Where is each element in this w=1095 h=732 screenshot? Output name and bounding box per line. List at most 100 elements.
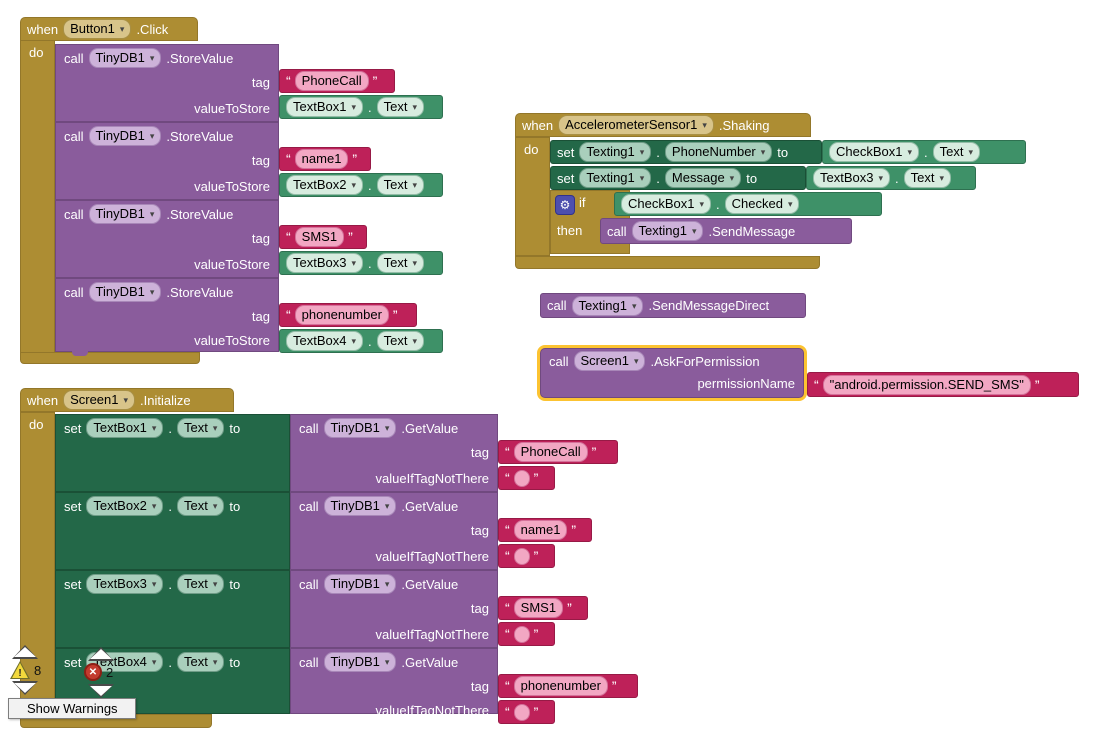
property-dropdown[interactable]: Checked ▾ <box>724 194 800 214</box>
tinydb-dropdown[interactable]: TinyDB1 ▾ <box>88 126 162 146</box>
text-block[interactable]: “"android.permission.SEND_SMS"” <box>807 372 1079 397</box>
component-getter-block[interactable]: TextBox3 ▾. Text ▾ <box>279 251 443 275</box>
event-label: .Shaking <box>718 117 770 133</box>
component-dropdown[interactable]: TextBox4 ▾ <box>286 331 364 351</box>
set-property-block[interactable]: set TextBox2 ▾ . Text ▾ to <box>55 492 290 570</box>
call-sendmessage-block[interactable]: call Texting1 ▾ .SendMessage <box>600 218 852 244</box>
property-dropdown[interactable]: Text ▾ <box>376 331 425 351</box>
component-dropdown[interactable]: TextBox2 ▾ <box>286 175 364 195</box>
component-dropdown[interactable]: CheckBox1 ▾ <box>621 194 712 214</box>
component-dropdown[interactable]: Texting1 ▾ <box>571 295 644 316</box>
when-button1-click-do-column[interactable]: do <box>20 40 55 353</box>
tinydb-dropdown[interactable]: TinyDB1 ▾ <box>323 496 397 516</box>
when-screen1-initialize-do-column[interactable]: do <box>20 412 55 716</box>
empty-text-block[interactable]: “” <box>498 622 555 646</box>
call-tinydb-getvalue-block[interactable]: call TinyDB1 ▾ .GetValue tag valueIfTagNo… <box>290 570 498 648</box>
call-tinydb-getvalue-block[interactable]: call TinyDB1 ▾ .GetValue tag valueIfTagNo… <box>290 648 498 718</box>
text-block[interactable]: “SMS1” <box>279 225 367 249</box>
text-value-pill[interactable]: name1 <box>513 520 568 540</box>
component-dropdown[interactable]: AccelerometerSensor1 ▾ <box>558 115 714 135</box>
text-block[interactable]: “phonenumber” <box>498 674 638 698</box>
text-value-pill[interactable]: SMS1 <box>294 227 345 247</box>
component-dropdown[interactable]: CheckBox1 ▾ <box>829 142 920 162</box>
set-property-block[interactable]: set TextBox4 ▾ . Text ▾ to <box>55 648 290 714</box>
condition-getter-block[interactable]: CheckBox1 ▾. Checked ▾ <box>614 192 882 216</box>
property-dropdown[interactable]: Text ▾ <box>176 418 225 438</box>
component-dropdown[interactable]: TextBox3 ▾ <box>813 168 891 188</box>
text-value-pill[interactable]: PhoneCall <box>513 442 588 462</box>
tinydb-dropdown[interactable]: TinyDB1 ▾ <box>323 652 397 672</box>
show-warnings-button[interactable]: Show Warnings <box>8 698 136 719</box>
component-getter-block[interactable]: CheckBox1 ▾. Text ▾ <box>822 140 1026 164</box>
component-dropdown[interactable]: TextBox3 ▾ <box>286 253 364 273</box>
property-dropdown[interactable]: Text ▾ <box>903 168 952 188</box>
component-getter-block[interactable]: TextBox4 ▾. Text ▾ <box>279 329 443 353</box>
when-accelerometer-shaking-do-column[interactable]: do <box>515 137 550 256</box>
property-dropdown[interactable]: Text ▾ <box>376 97 425 117</box>
empty-text-pill[interactable] <box>513 469 530 487</box>
tinydb-dropdown[interactable]: TinyDB1 ▾ <box>88 282 162 302</box>
component-dropdown[interactable]: Screen1 ▾ <box>63 390 136 410</box>
text-value-pill[interactable]: PhoneCall <box>294 71 369 91</box>
text-value-pill[interactable]: SMS1 <box>513 598 564 618</box>
component-dropdown[interactable]: TextBox3 ▾ <box>86 574 164 594</box>
text-block[interactable]: “PhoneCall” <box>279 69 395 93</box>
call-tinydb-getvalue-block[interactable]: call TinyDB1 ▾ .GetValue tag valueIfTagNo… <box>290 414 498 492</box>
empty-text-block[interactable]: “” <box>498 700 555 724</box>
empty-text-pill[interactable] <box>513 703 530 721</box>
component-getter-block[interactable]: TextBox2 ▾. Text ▾ <box>279 173 443 197</box>
property-dropdown[interactable]: Text ▾ <box>376 175 425 195</box>
call-sendmessagedirect-block[interactable]: call Texting1 ▾ .SendMessageDirect <box>540 293 806 318</box>
text-value-pill[interactable]: name1 <box>294 149 349 169</box>
component-dropdown[interactable]: TextBox2 ▾ <box>86 496 164 516</box>
when-screen1-initialize-header[interactable]: when Screen1 ▾ .Initialize <box>20 388 234 412</box>
set-property-block[interactable]: set Texting1 ▾ . PhoneNumber ▾ to <box>550 140 822 164</box>
set-property-block[interactable]: set TextBox3 ▾ . Text ▾ to <box>55 570 290 648</box>
component-dropdown[interactable]: Texting1 ▾ <box>579 168 652 188</box>
call-tinydb-getvalue-block[interactable]: call TinyDB1 ▾ .GetValue tag valueIfTagNo… <box>290 492 498 570</box>
mutator-gear-icon[interactable]: ⚙ <box>555 195 575 215</box>
text-block[interactable]: “name1” <box>498 518 592 542</box>
property-dropdown[interactable]: Text ▾ <box>932 142 981 162</box>
call-tinydb-storevalue-block[interactable]: call TinyDB1 ▾ .StoreValue tag valueToSto… <box>55 278 279 352</box>
component-dropdown[interactable]: Screen1 ▾ <box>573 351 646 371</box>
empty-text-pill[interactable] <box>513 547 530 565</box>
tinydb-dropdown[interactable]: TinyDB1 ▾ <box>323 574 397 594</box>
component-getter-block[interactable]: TextBox1 ▾. Text ▾ <box>279 95 443 119</box>
component-dropdown[interactable]: Texting1 ▾ <box>579 142 652 162</box>
call-tinydb-storevalue-block[interactable]: call TinyDB1 ▾ .StoreValue tag valueToSto… <box>55 122 279 200</box>
text-value-pill[interactable]: "android.permission.SEND_SMS" <box>822 374 1031 395</box>
component-getter-block[interactable]: TextBox3 ▾. Text ▾ <box>806 166 976 190</box>
tinydb-dropdown[interactable]: TinyDB1 ▾ <box>88 204 162 224</box>
when-button1-click-header[interactable]: when Button1 ▾ .Click <box>20 17 198 41</box>
property-dropdown[interactable]: Text ▾ <box>176 574 225 594</box>
when-accelerometer-shaking-footer[interactable] <box>515 256 820 269</box>
component-dropdown[interactable]: TextBox1 ▾ <box>286 97 364 117</box>
component-dropdown[interactable]: Button1 ▾ <box>63 19 132 39</box>
call-askforpermission-block[interactable]: call Screen1 ▾ .AskForPermission permissi… <box>540 348 804 398</box>
set-property-block[interactable]: set Texting1 ▾ . Message ▾ to <box>550 166 806 190</box>
property-dropdown[interactable]: Text ▾ <box>176 496 225 516</box>
text-value-pill[interactable]: phonenumber <box>294 305 389 325</box>
text-block[interactable]: “PhoneCall” <box>498 440 618 464</box>
when-button1-click-footer[interactable] <box>20 352 200 364</box>
call-tinydb-storevalue-block[interactable]: call TinyDB1 ▾ .StoreValue tag valueToSto… <box>55 44 279 122</box>
component-dropdown[interactable]: TextBox1 ▾ <box>86 418 164 438</box>
tinydb-dropdown[interactable]: TinyDB1 ▾ <box>323 418 397 438</box>
set-property-block[interactable]: set TextBox1 ▾ . Text ▾ to <box>55 414 290 492</box>
empty-text-block[interactable]: “” <box>498 466 555 490</box>
text-block[interactable]: “phonenumber” <box>279 303 417 327</box>
property-dropdown[interactable]: Message ▾ <box>664 168 742 188</box>
text-value-pill[interactable]: phonenumber <box>513 676 608 696</box>
component-dropdown[interactable]: Texting1 ▾ <box>631 221 704 241</box>
property-dropdown[interactable]: Text ▾ <box>376 253 425 273</box>
when-accelerometer-shaking-header[interactable]: when AccelerometerSensor1 ▾ .Shaking <box>515 113 811 137</box>
property-dropdown[interactable]: Text ▾ <box>176 652 225 672</box>
call-tinydb-storevalue-block[interactable]: call TinyDB1 ▾ .StoreValue tag valueToSto… <box>55 200 279 278</box>
tinydb-dropdown[interactable]: TinyDB1 ▾ <box>88 48 162 68</box>
empty-text-block[interactable]: “” <box>498 544 555 568</box>
text-block[interactable]: “SMS1” <box>498 596 588 620</box>
property-dropdown[interactable]: PhoneNumber ▾ <box>664 142 773 162</box>
empty-text-pill[interactable] <box>513 625 530 643</box>
text-block[interactable]: “name1” <box>279 147 371 171</box>
